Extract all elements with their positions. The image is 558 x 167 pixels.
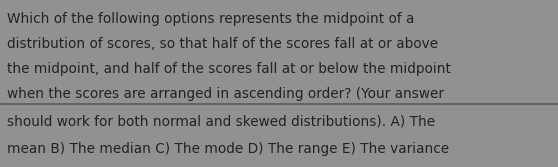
Text: when the scores are arranged in ascending order? (Your answer: when the scores are arranged in ascendin… [7, 87, 444, 101]
Text: distribution of scores, so that half of the scores fall at or above: distribution of scores, so that half of … [7, 37, 438, 51]
Text: Which of the following options represents the midpoint of a: Which of the following options represent… [7, 12, 414, 26]
Text: mean B) The median C) The mode D) The range E) The variance: mean B) The median C) The mode D) The ra… [7, 142, 449, 156]
Text: the midpoint, and half of the scores fall at or below the midpoint: the midpoint, and half of the scores fal… [7, 62, 450, 76]
Text: should work for both normal and skewed distributions). A) The: should work for both normal and skewed d… [7, 115, 435, 129]
